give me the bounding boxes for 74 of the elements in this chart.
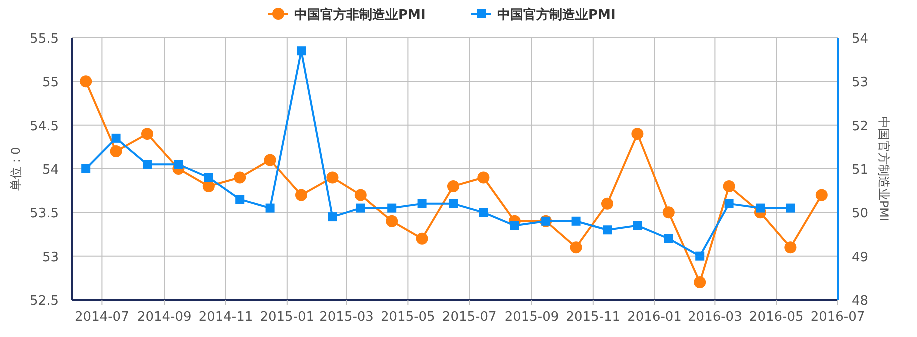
x-tick-label: 2015-11 bbox=[566, 310, 621, 325]
x-tick-label: 2014-07 bbox=[75, 310, 130, 325]
y-tick-label: 55.5 bbox=[30, 32, 59, 47]
x-tick-label: 2015-01 bbox=[260, 310, 315, 325]
legend-label: 中国官方制造业PMI bbox=[498, 7, 616, 23]
point bbox=[601, 198, 614, 210]
point bbox=[786, 204, 796, 213]
point bbox=[723, 180, 736, 192]
point bbox=[174, 160, 184, 170]
point bbox=[388, 204, 397, 213]
x-tick-label: 2014-09 bbox=[137, 310, 192, 325]
y2-tick-label: 53 bbox=[852, 76, 869, 91]
point bbox=[633, 221, 642, 230]
point bbox=[112, 134, 121, 143]
y2-tick-label: 52 bbox=[852, 119, 869, 134]
point bbox=[572, 216, 581, 226]
y2-tick-label: 49 bbox=[852, 250, 869, 266]
y-tick-label: 52.5 bbox=[30, 294, 59, 309]
point bbox=[602, 226, 612, 235]
y2-tick-label: 51 bbox=[852, 163, 869, 178]
point bbox=[632, 128, 644, 140]
point bbox=[236, 195, 245, 204]
point bbox=[724, 199, 734, 208]
y2-axis-title: 中国官方制造业PMI bbox=[877, 116, 891, 222]
point bbox=[448, 199, 458, 208]
x-tick-label: 2016-07 bbox=[810, 310, 866, 325]
point bbox=[326, 172, 339, 184]
y-axis-title: 单位：0 bbox=[9, 147, 23, 191]
point bbox=[510, 221, 520, 230]
x-tick-label: 2015-05 bbox=[381, 310, 436, 325]
y2-tick-label: 50 bbox=[852, 206, 869, 222]
point bbox=[694, 276, 706, 289]
point bbox=[328, 212, 338, 222]
point bbox=[296, 189, 308, 202]
point bbox=[664, 234, 674, 244]
point bbox=[386, 215, 398, 228]
point bbox=[80, 76, 92, 88]
point bbox=[234, 172, 246, 184]
point bbox=[82, 164, 91, 174]
x-tick-label: 2015-07 bbox=[442, 310, 497, 325]
point bbox=[784, 242, 797, 254]
y2-tick-label: 48 bbox=[852, 294, 869, 309]
point bbox=[570, 242, 582, 254]
x-tick-label: 2016-03 bbox=[688, 310, 742, 325]
x-tick-label: 2016-05 bbox=[749, 310, 804, 325]
point bbox=[264, 154, 276, 166]
y-tick-label: 54.5 bbox=[30, 119, 59, 134]
point bbox=[662, 206, 675, 219]
point bbox=[266, 204, 275, 213]
y-tick-label: 53.5 bbox=[30, 206, 59, 222]
legend-label: 中国官方非制造业PMI bbox=[294, 7, 426, 23]
point bbox=[478, 172, 490, 184]
y2-tick-label: 54 bbox=[852, 32, 869, 47]
point bbox=[110, 146, 122, 158]
point bbox=[816, 189, 828, 202]
point bbox=[204, 173, 214, 182]
y-tick-label: 55 bbox=[42, 76, 59, 91]
point bbox=[356, 204, 366, 213]
point bbox=[418, 199, 427, 208]
point bbox=[354, 189, 367, 202]
point bbox=[297, 46, 306, 56]
point bbox=[696, 252, 705, 261]
y-tick-label: 54 bbox=[42, 163, 59, 178]
point bbox=[416, 232, 428, 245]
point bbox=[756, 204, 765, 213]
point bbox=[479, 208, 488, 218]
x-tick-label: 2015-03 bbox=[320, 310, 374, 325]
x-tick-label: 2016-01 bbox=[628, 310, 682, 325]
point bbox=[141, 128, 154, 140]
x-tick-label: 2015-09 bbox=[504, 310, 560, 325]
point bbox=[142, 160, 152, 170]
y-tick-label: 53 bbox=[42, 250, 59, 266]
point bbox=[447, 180, 460, 192]
x-tick-label: 2014-11 bbox=[198, 310, 254, 325]
